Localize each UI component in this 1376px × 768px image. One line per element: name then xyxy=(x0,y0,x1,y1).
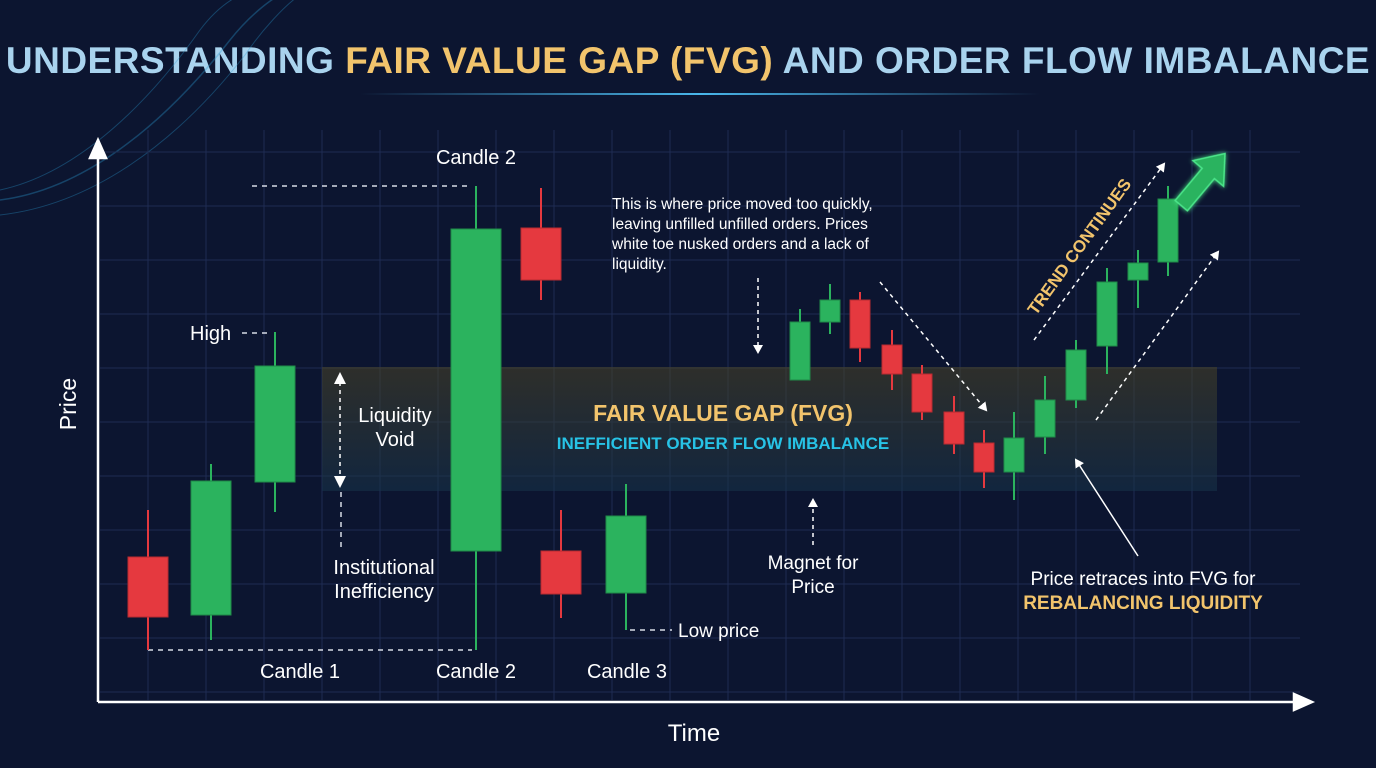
candle-body xyxy=(190,480,232,616)
candle-body xyxy=(819,299,841,323)
candle-body xyxy=(1096,281,1118,347)
retrace-label-2: REBALANCING LIQUIDITY xyxy=(1023,593,1263,614)
x-axis-arrow-icon xyxy=(1292,692,1316,712)
candle1-label: Candle 1 xyxy=(260,661,340,683)
candle-body xyxy=(881,344,903,375)
bullish-candle xyxy=(1065,340,1087,408)
bearish-candle xyxy=(911,365,933,420)
candle-body xyxy=(450,228,502,552)
note-line-2: leaving unfilled unfilled orders. Prices xyxy=(612,216,868,233)
fvg-title: FAIR VALUE GAP (FVG) xyxy=(593,400,853,426)
y-axis-label: Price xyxy=(55,378,81,430)
candle-body xyxy=(911,373,933,413)
candle-body xyxy=(1127,262,1149,281)
bullish-candle xyxy=(819,284,841,334)
candle-body xyxy=(1034,399,1056,438)
title-part-fvg: FAIR VALUE GAP (FVG) xyxy=(345,40,774,81)
candle-body xyxy=(605,515,647,594)
candle-body xyxy=(1065,349,1087,401)
candle-body xyxy=(127,556,169,618)
bearish-candle xyxy=(540,510,582,618)
bullish-candle xyxy=(1096,268,1118,374)
magnet-label-2: Price xyxy=(791,577,834,598)
chart-axes xyxy=(88,136,1316,712)
bearish-candle xyxy=(943,396,965,454)
trend-continues-label: TREND CONTINUES xyxy=(1024,175,1135,318)
annotation-arrows xyxy=(753,162,1220,557)
candlestick-layer xyxy=(127,186,1179,650)
candle-body xyxy=(254,365,296,483)
bullish-candle xyxy=(789,309,811,381)
x-axis-label: Time xyxy=(668,720,720,747)
candle3-label: Candle 3 xyxy=(587,661,667,683)
title-underline xyxy=(360,93,1040,95)
retrace-path-arrow xyxy=(879,281,988,412)
note-line-3: white toe nusked orders and a lack of xyxy=(611,236,869,253)
institutional-label-1: Institutional xyxy=(333,557,434,579)
magnet-label-1: Magnet for xyxy=(768,553,859,574)
retrace-arrow xyxy=(1074,458,1139,557)
note-line-4: liquidity. xyxy=(612,256,667,273)
title-part-understanding: UNDERSTANDING xyxy=(5,40,346,81)
trend-arrow-icon xyxy=(1174,152,1226,212)
liquidity-void-arrow xyxy=(334,372,346,488)
bearish-candle xyxy=(881,330,903,390)
institutional-label-2: Inefficiency xyxy=(334,581,434,603)
title-part-order-flow: AND ORDER FLOW IMBALANCE xyxy=(773,40,1371,81)
y-axis-arrow-icon xyxy=(88,136,108,160)
candle-body xyxy=(973,442,995,473)
note-line-1: This is where price moved too quickly, xyxy=(612,196,873,213)
candle-body xyxy=(943,411,965,445)
arrow-up-icon xyxy=(334,372,346,384)
guide-lines xyxy=(148,185,672,651)
bullish-candle xyxy=(605,484,647,630)
liquidity-void-label-2: Void xyxy=(376,429,415,451)
retrace-label-1: Price retraces into FVG for xyxy=(1031,569,1257,590)
candle2-top-label: Candle 2 xyxy=(436,147,516,169)
bullish-candle xyxy=(190,464,232,640)
candle-body xyxy=(540,550,582,595)
bearish-candle xyxy=(520,188,562,300)
bullish-candle xyxy=(1034,376,1056,454)
candle-body xyxy=(849,299,871,349)
candle-body xyxy=(789,321,811,381)
background-swoosh xyxy=(0,0,295,216)
fvg-subtitle: INEFFICIENT ORDER FLOW IMBALANCE xyxy=(557,434,889,453)
low-price-label: Low price xyxy=(678,621,759,642)
bullish-candle xyxy=(1127,250,1149,308)
candle-body xyxy=(1157,198,1179,263)
candle2-label: Candle 2 xyxy=(436,661,516,683)
page-title: UNDERSTANDING FAIR VALUE GAP (FVG) AND O… xyxy=(0,40,1376,82)
bearish-candle xyxy=(127,510,169,650)
candle-body xyxy=(520,227,562,281)
high-label: High xyxy=(190,323,231,345)
trend-arrow-lower xyxy=(1095,250,1220,421)
liquidity-void-label-1: Liquidity xyxy=(358,405,431,427)
candle-body xyxy=(1003,437,1025,473)
arrow-down-icon xyxy=(334,476,346,488)
bearish-candle xyxy=(973,430,995,488)
bullish-candle xyxy=(1157,186,1179,276)
bullish-candle xyxy=(1003,412,1025,500)
bullish-candle xyxy=(254,332,296,512)
bearish-candle xyxy=(849,292,871,362)
bullish-candle xyxy=(450,186,502,650)
